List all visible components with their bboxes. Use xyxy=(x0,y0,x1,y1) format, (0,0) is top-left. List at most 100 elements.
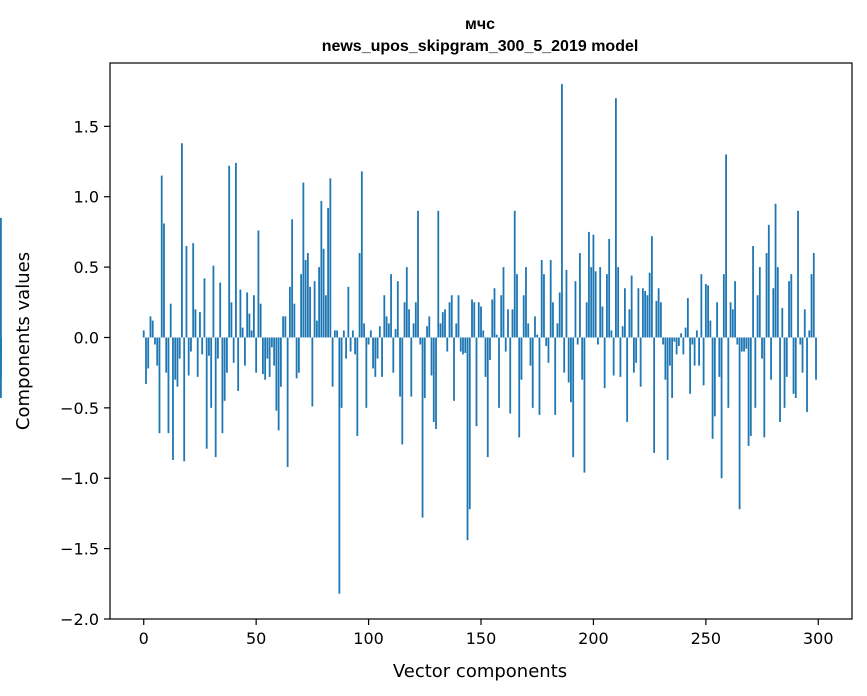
bar xyxy=(210,337,213,408)
bar xyxy=(583,337,586,473)
bar xyxy=(633,337,635,373)
bar xyxy=(471,299,473,338)
bar xyxy=(459,337,462,352)
bar xyxy=(441,312,444,338)
bar xyxy=(758,267,761,338)
bar xyxy=(304,260,307,338)
bar xyxy=(401,337,404,445)
bar xyxy=(653,337,656,453)
bar xyxy=(525,267,527,338)
bar xyxy=(641,288,644,338)
bar xyxy=(369,330,372,338)
bar xyxy=(192,243,195,338)
bar xyxy=(383,295,386,338)
bar xyxy=(794,337,797,399)
bar xyxy=(531,337,534,408)
bar xyxy=(394,329,397,338)
y-tick-label: −1.0 xyxy=(60,469,99,488)
bar xyxy=(430,337,433,376)
bar xyxy=(797,210,799,338)
bar xyxy=(736,337,739,345)
bar xyxy=(770,337,772,380)
bar xyxy=(563,337,566,373)
bar xyxy=(657,288,660,338)
bar xyxy=(473,302,476,338)
bar xyxy=(610,330,613,338)
bar xyxy=(767,224,770,338)
bar xyxy=(345,337,347,359)
bar xyxy=(228,165,231,338)
bar xyxy=(576,337,579,345)
bar xyxy=(293,303,296,338)
bar xyxy=(558,292,561,338)
bar xyxy=(417,210,419,338)
bar xyxy=(655,300,658,338)
bar xyxy=(707,285,709,338)
bar xyxy=(176,337,179,387)
bar xyxy=(716,302,718,338)
bar xyxy=(360,171,363,338)
bar xyxy=(174,337,177,380)
bar xyxy=(246,292,249,338)
bar xyxy=(372,337,374,369)
bar xyxy=(349,337,352,352)
bar xyxy=(367,337,370,345)
bar xyxy=(311,337,314,407)
bar xyxy=(743,337,745,352)
bar xyxy=(313,281,316,338)
bar xyxy=(230,302,233,338)
bar xyxy=(145,337,147,384)
bar xyxy=(217,337,219,359)
bar xyxy=(257,230,260,338)
x-tick-label: 100 xyxy=(353,629,384,648)
bar xyxy=(295,337,298,379)
bar xyxy=(664,337,667,380)
bar xyxy=(738,337,741,510)
bar xyxy=(630,275,633,338)
bar xyxy=(734,281,736,338)
bar xyxy=(662,337,665,345)
bar xyxy=(412,323,415,338)
bar xyxy=(410,337,413,397)
bar xyxy=(262,337,264,375)
bar xyxy=(684,327,687,338)
bar xyxy=(365,337,368,408)
bar xyxy=(178,337,181,359)
bar xyxy=(628,309,631,338)
bar xyxy=(208,337,210,356)
bar xyxy=(273,337,276,366)
bar xyxy=(810,274,813,338)
bar xyxy=(648,272,651,338)
bar xyxy=(522,295,525,338)
x-axis-ticks: 0 50 100 150 200 250 300 xyxy=(139,619,834,648)
bar xyxy=(482,330,485,338)
bar xyxy=(151,320,154,338)
bar xyxy=(763,337,766,438)
bar xyxy=(466,337,469,541)
bar xyxy=(585,302,588,338)
bar xyxy=(158,337,161,434)
bar xyxy=(673,337,676,342)
bar xyxy=(608,238,611,338)
bar xyxy=(545,337,548,346)
bar xyxy=(203,278,206,338)
bar xyxy=(603,337,606,389)
bar xyxy=(302,182,305,338)
bar xyxy=(509,337,512,414)
bar xyxy=(462,337,464,355)
bar xyxy=(405,267,408,338)
bar xyxy=(695,330,698,338)
bar xyxy=(163,223,165,338)
bar xyxy=(185,245,188,338)
bar xyxy=(241,327,244,338)
bar xyxy=(277,337,280,431)
bar xyxy=(713,337,716,417)
bar xyxy=(617,267,620,338)
bar xyxy=(493,288,496,338)
y-tick-label: 0.0 xyxy=(74,328,99,347)
y-tick-label: −2.0 xyxy=(60,610,99,629)
bar xyxy=(594,271,597,338)
bar xyxy=(698,337,700,366)
bar xyxy=(686,298,689,338)
bar xyxy=(520,337,523,380)
